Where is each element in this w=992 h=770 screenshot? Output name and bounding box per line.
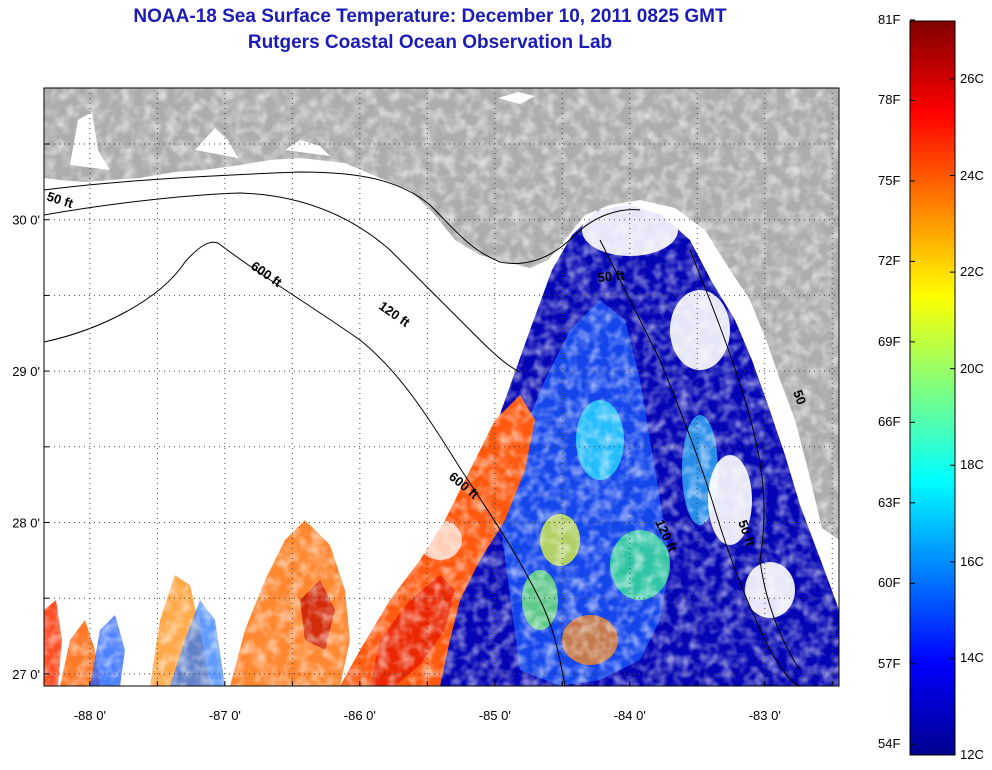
map-title: NOAA-18 Sea Surface Temperature: Decembe… (133, 6, 727, 27)
grid-lines (44, 88, 839, 686)
colorbar-fahrenheit-label: 57F (878, 655, 901, 671)
lon-tick-label: -83 0' (749, 708, 781, 723)
lat-tick-label: 29 0' (12, 364, 40, 379)
lon-tick-label: -88 0' (74, 708, 106, 723)
colorbar-fahrenheit-label: 66F (878, 414, 901, 430)
colorbar-celsius-label: 22C (960, 264, 984, 280)
contour-600ft (44, 241, 566, 686)
colorbar-ticks (910, 19, 955, 756)
colorbar (909, 20, 956, 756)
lat-tick-label: 27 0' (12, 667, 40, 682)
latitude-tick-labels: 30 0' 29 0' 28 0' 27 0' (12, 213, 40, 682)
colorbar-fahrenheit-label: 69F (878, 333, 901, 349)
lon-tick-label: -87 0' (209, 708, 241, 723)
contour-50ft-north (44, 171, 641, 264)
colorbar-fahrenheit-label: 54F (878, 736, 901, 752)
map-subtitle: Rutgers Coastal Ocean Observation Lab (247, 32, 613, 53)
colorbar-celsius-label: 16C (960, 553, 984, 569)
lon-tick-label: -84 0' (614, 708, 646, 723)
contour-120ft (44, 192, 521, 373)
contour-label: 50 (790, 388, 809, 407)
plot-frame (43, 87, 840, 687)
lat-tick-label: 28 0' (12, 515, 40, 530)
colorbar-celsius-label: 26C (960, 70, 984, 86)
colorbar-fahrenheit-label: 72F (878, 253, 901, 269)
contour-120ft-west-fl (599, 239, 801, 686)
contour-label: 50 ft (597, 268, 626, 285)
longitude-tick-labels: -88 0' -87 0' -86 0' -85 0' -84 0' -83 0' (74, 708, 781, 723)
colorbar-celsius-label: 12C (960, 747, 984, 762)
lon-tick-label: -85 0' (479, 708, 511, 723)
colorbar-celsius-label: 20C (960, 360, 984, 376)
colorbar-fahrenheit-label: 60F (878, 575, 901, 591)
colorbar-celsius-label: 24C (960, 167, 984, 183)
colorbar-celsius-label: 18C (960, 457, 984, 473)
colorbar-fahrenheit-label: 75F (878, 172, 901, 188)
colorbar-fahrenheit-label: 81F (878, 11, 901, 27)
colorbar-celsius-label: 14C (960, 650, 984, 666)
colorbar-fahrenheit-label: 78F (878, 92, 901, 108)
lon-tick-label: -86 0' (344, 708, 376, 723)
colorbar-fahrenheit-label: 63F (878, 494, 901, 510)
lat-tick-label: 30 0' (12, 213, 40, 228)
contour-50ft-east (689, 249, 801, 671)
